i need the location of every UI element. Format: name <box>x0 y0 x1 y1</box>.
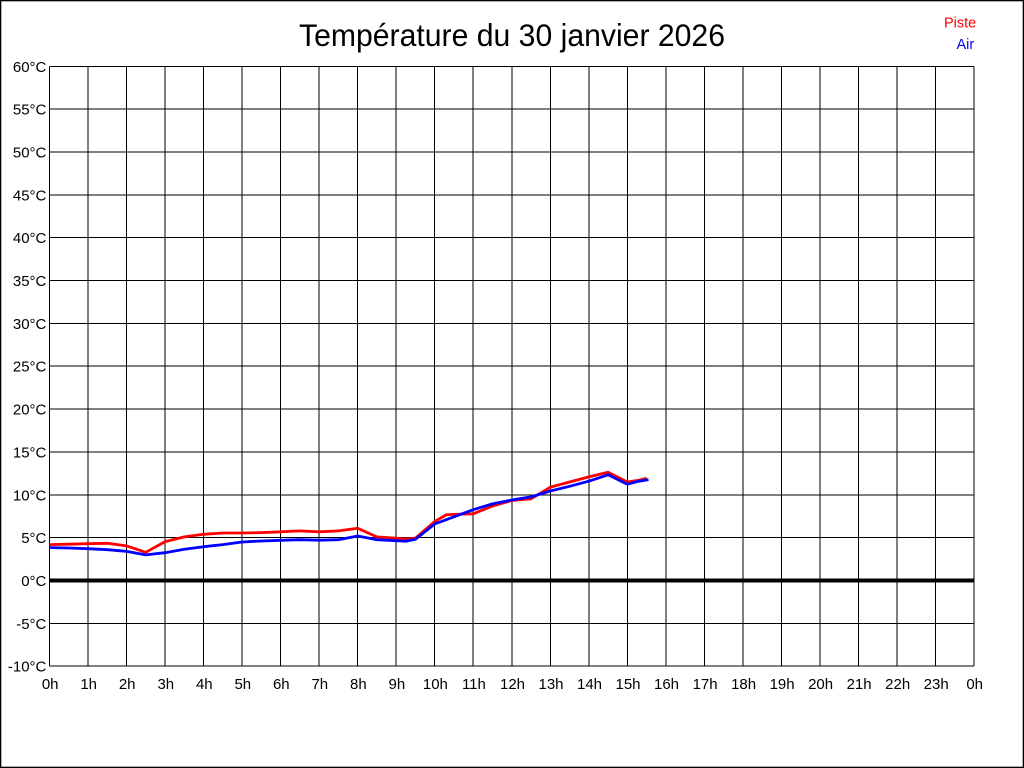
svg-text:25°C: 25°C <box>13 359 47 376</box>
svg-text:1h: 1h <box>80 676 97 693</box>
svg-text:12h: 12h <box>500 676 525 693</box>
svg-text:19h: 19h <box>770 676 795 693</box>
svg-text:50°C: 50°C <box>13 145 47 162</box>
svg-text:30°C: 30°C <box>13 316 47 333</box>
svg-text:3h: 3h <box>157 676 174 693</box>
svg-text:21h: 21h <box>847 676 872 693</box>
svg-text:15h: 15h <box>615 676 640 693</box>
svg-text:16h: 16h <box>654 676 679 693</box>
svg-text:10h: 10h <box>423 676 448 693</box>
svg-text:9h: 9h <box>389 676 406 693</box>
svg-text:Piste: Piste <box>944 15 976 31</box>
svg-text:-5°C: -5°C <box>16 616 46 633</box>
svg-text:20h: 20h <box>808 676 833 693</box>
svg-text:0h: 0h <box>42 676 59 693</box>
svg-text:55°C: 55°C <box>13 102 47 119</box>
svg-text:20°C: 20°C <box>13 402 47 419</box>
svg-text:15°C: 15°C <box>13 445 47 462</box>
svg-text:10°C: 10°C <box>13 487 47 504</box>
svg-text:2h: 2h <box>119 676 136 693</box>
svg-text:13h: 13h <box>538 676 563 693</box>
svg-text:-10°C: -10°C <box>8 659 47 676</box>
svg-text:18h: 18h <box>731 676 756 693</box>
svg-text:7h: 7h <box>311 676 328 693</box>
svg-text:17h: 17h <box>693 676 718 693</box>
svg-text:0°C: 0°C <box>21 573 46 590</box>
svg-text:45°C: 45°C <box>13 187 47 204</box>
svg-text:Air: Air <box>956 37 974 53</box>
svg-text:8h: 8h <box>350 676 367 693</box>
svg-text:23h: 23h <box>924 676 949 693</box>
svg-text:5h: 5h <box>234 676 251 693</box>
svg-text:6h: 6h <box>273 676 290 693</box>
svg-text:0h: 0h <box>966 676 983 693</box>
svg-text:4h: 4h <box>196 676 213 693</box>
svg-text:11h: 11h <box>462 676 486 693</box>
svg-text:22h: 22h <box>885 676 910 693</box>
svg-text:Température du 30 janvier 2026: Température du 30 janvier 2026 <box>299 17 725 53</box>
svg-text:60°C: 60°C <box>13 59 47 76</box>
svg-text:14h: 14h <box>577 676 602 693</box>
svg-text:35°C: 35°C <box>13 273 47 290</box>
svg-text:40°C: 40°C <box>13 230 47 247</box>
svg-text:5°C: 5°C <box>21 530 46 547</box>
